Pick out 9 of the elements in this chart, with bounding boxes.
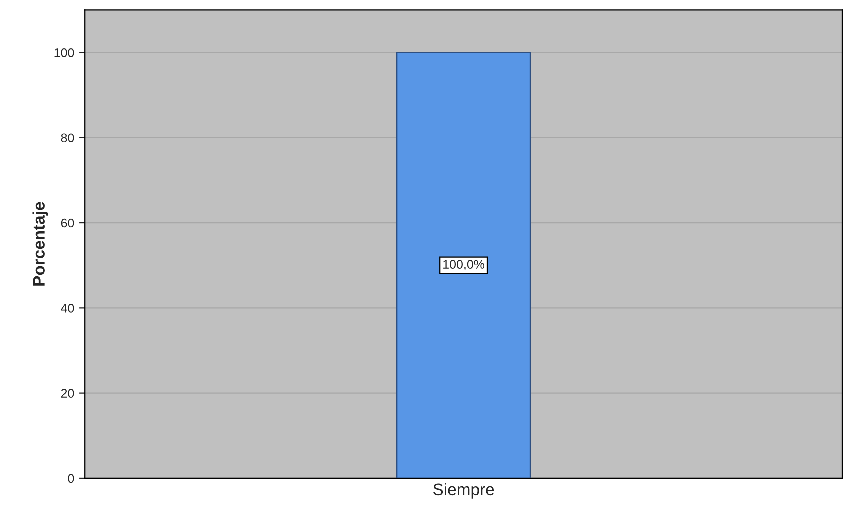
y-tick-label: 0 [68,474,74,484]
y-tick-label: 40 [61,304,74,313]
y-tick-label: 80 [61,134,74,143]
y-tick-label: 100 [54,48,74,58]
y-tick-label: 20 [61,389,74,398]
y-tick-label: 60 [61,218,74,228]
y-axis-title: Porcentaje [32,202,48,286]
x-tick-label: Siempre [434,483,494,499]
data-label: 100,0% [444,260,485,270]
